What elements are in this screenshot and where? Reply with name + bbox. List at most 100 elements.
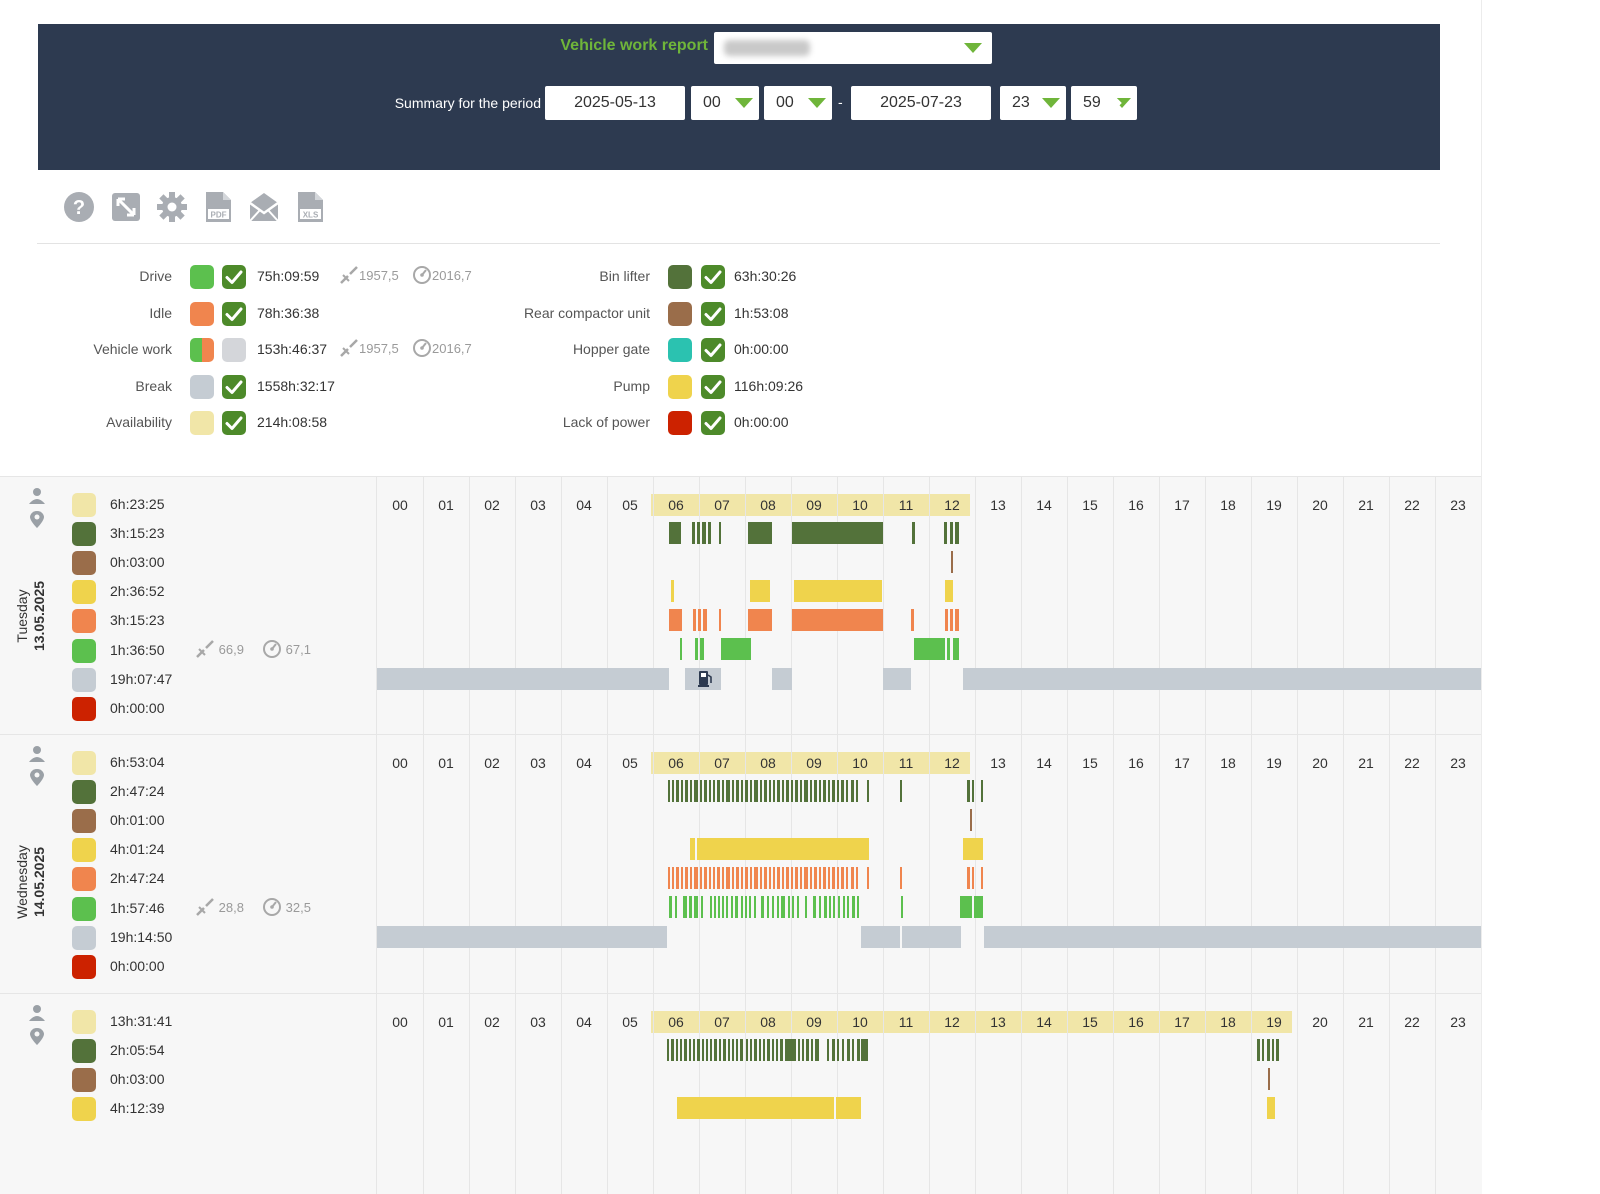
activity-bar[interactable] bbox=[769, 867, 771, 890]
activity-bar[interactable] bbox=[1272, 1039, 1274, 1061]
date-to-input[interactable]: 2025-07-23 bbox=[851, 86, 991, 120]
activity-bar[interactable] bbox=[981, 867, 983, 890]
activity-bar[interactable] bbox=[967, 780, 970, 802]
activity-bar[interactable] bbox=[713, 867, 715, 890]
activity-bar[interactable] bbox=[700, 867, 702, 890]
activity-bar[interactable] bbox=[745, 780, 748, 802]
activity-bar[interactable] bbox=[736, 1039, 738, 1061]
activity-bar[interactable] bbox=[772, 896, 774, 919]
activity-bar[interactable] bbox=[972, 780, 974, 802]
activity-bar[interactable] bbox=[763, 1039, 765, 1061]
activity-bar[interactable] bbox=[736, 780, 739, 802]
activity-bar[interactable] bbox=[690, 867, 692, 890]
activity-bar[interactable] bbox=[772, 1039, 774, 1061]
activity-bar[interactable] bbox=[667, 1039, 669, 1061]
activity-bar[interactable] bbox=[749, 896, 751, 919]
activity-bar[interactable] bbox=[676, 867, 679, 890]
activity-bar[interactable] bbox=[741, 780, 743, 802]
activity-bar[interactable] bbox=[1257, 1039, 1260, 1061]
activity-bar[interactable] bbox=[951, 551, 953, 574]
activity-bar[interactable] bbox=[791, 867, 793, 890]
activity-bar[interactable] bbox=[748, 522, 772, 544]
activity-bar[interactable] bbox=[377, 667, 669, 690]
activity-bar[interactable] bbox=[814, 867, 817, 890]
activity-bar[interactable] bbox=[764, 780, 767, 802]
activity-bar[interactable] bbox=[723, 1039, 726, 1061]
activity-bar[interactable] bbox=[681, 867, 683, 890]
activity-bar[interactable] bbox=[827, 1039, 829, 1061]
activity-bar[interactable] bbox=[713, 780, 715, 802]
activity-bar[interactable] bbox=[829, 896, 831, 919]
activity-bar[interactable] bbox=[719, 522, 721, 544]
legend-checkbox[interactable] bbox=[222, 374, 246, 399]
activity-bar[interactable] bbox=[669, 609, 682, 632]
activity-bar[interactable] bbox=[697, 522, 700, 544]
activity-bar[interactable] bbox=[671, 1039, 674, 1061]
legend-checkbox[interactable] bbox=[701, 265, 725, 289]
activity-bar[interactable] bbox=[861, 925, 900, 948]
help-icon[interactable]: ? bbox=[62, 190, 98, 226]
activity-bar[interactable] bbox=[714, 896, 716, 919]
activity-bar[interactable] bbox=[814, 780, 817, 802]
activity-bar[interactable] bbox=[846, 867, 848, 890]
activity-bar[interactable] bbox=[843, 896, 845, 919]
activity-bar[interactable] bbox=[828, 867, 830, 890]
activity-bar[interactable] bbox=[883, 667, 911, 690]
activity-bar[interactable] bbox=[697, 1039, 700, 1061]
activity-bar[interactable] bbox=[754, 867, 758, 890]
activity-bar[interactable] bbox=[786, 780, 789, 802]
activity-bar[interactable] bbox=[1276, 1039, 1279, 1061]
activity-bar[interactable] bbox=[794, 580, 858, 603]
legend-checkbox[interactable] bbox=[222, 338, 246, 362]
activity-bar[interactable] bbox=[782, 867, 784, 890]
activity-bar[interactable] bbox=[709, 867, 711, 890]
legend-checkbox[interactable] bbox=[222, 411, 246, 435]
activity-bar[interactable] bbox=[802, 1039, 804, 1061]
activity-bar[interactable] bbox=[731, 896, 733, 919]
activity-bar[interactable] bbox=[842, 1039, 844, 1061]
activity-bar[interactable] bbox=[702, 1039, 704, 1061]
fuel-pump-icon[interactable] bbox=[697, 668, 713, 693]
activity-bar[interactable] bbox=[772, 667, 792, 690]
activity-bar[interactable] bbox=[694, 896, 698, 919]
activity-bar[interactable] bbox=[813, 896, 816, 919]
activity-bar[interactable] bbox=[819, 896, 821, 919]
activity-bar[interactable] bbox=[912, 522, 915, 544]
minute-to-select[interactable]: 59 bbox=[1071, 86, 1137, 120]
activity-bar[interactable] bbox=[680, 1039, 682, 1061]
hour-from-select[interactable]: 00 bbox=[691, 86, 759, 120]
activity-bar[interactable] bbox=[955, 522, 959, 544]
date-from-input[interactable]: 2025-05-13 bbox=[545, 86, 685, 120]
driver-location-icon[interactable] bbox=[26, 1004, 48, 1051]
activity-bar[interactable] bbox=[953, 638, 959, 661]
activity-bar[interactable] bbox=[914, 638, 945, 661]
activity-bar[interactable] bbox=[950, 522, 953, 544]
activity-bar[interactable] bbox=[735, 896, 738, 919]
legend-checkbox[interactable] bbox=[222, 265, 246, 289]
activity-bar[interactable] bbox=[841, 867, 844, 890]
legend-checkbox[interactable] bbox=[701, 411, 725, 435]
activity-bar[interactable] bbox=[810, 867, 812, 890]
xls-icon[interactable]: XLS bbox=[293, 190, 329, 226]
activity-bar[interactable] bbox=[676, 1039, 678, 1061]
activity-bar[interactable] bbox=[810, 780, 812, 802]
activity-bar[interactable] bbox=[792, 896, 794, 919]
activity-bar[interactable] bbox=[740, 1039, 743, 1061]
activity-bar[interactable] bbox=[846, 780, 848, 802]
activity-bar[interactable] bbox=[857, 896, 859, 919]
activity-bar[interactable] bbox=[776, 1039, 778, 1061]
activity-bar[interactable] bbox=[832, 1039, 835, 1061]
activity-bar[interactable] bbox=[767, 1039, 770, 1061]
activity-bar[interactable] bbox=[685, 867, 688, 890]
activity-bar[interactable] bbox=[722, 780, 724, 802]
activity-bar[interactable] bbox=[841, 780, 844, 802]
activity-bar[interactable] bbox=[750, 867, 752, 890]
activity-bar[interactable] bbox=[861, 1039, 868, 1061]
activity-bar[interactable] bbox=[792, 609, 883, 632]
activity-bar[interactable] bbox=[708, 522, 711, 544]
activity-bar[interactable] bbox=[726, 867, 730, 890]
activity-bar[interactable] bbox=[719, 609, 721, 632]
activity-bar[interactable] bbox=[732, 1039, 734, 1061]
activity-bar[interactable] bbox=[798, 1039, 800, 1061]
activity-bar[interactable] bbox=[714, 1039, 717, 1061]
